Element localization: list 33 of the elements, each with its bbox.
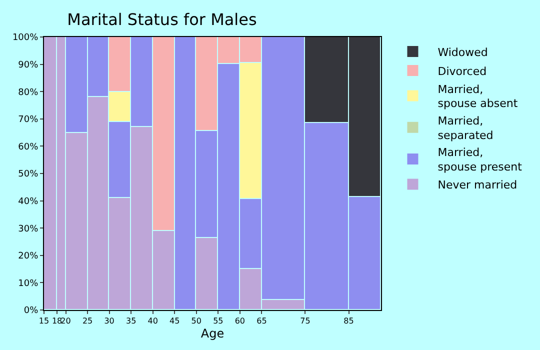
y-tick-label: 40% [18,196,39,207]
legend-label: Divorced [438,64,487,78]
legend-label: Married, separated [438,114,494,142]
y-tick-label: 60% [18,142,39,152]
legend-label: Widowed [438,46,488,59]
x-tick-label: 60 [234,316,246,326]
x-tick-label: 65 [256,316,267,326]
legend-label: Never married [438,178,518,192]
x-tick-label: 15 [38,316,50,326]
y-tick-label: 50% [18,170,39,180]
y-tick-label: 70% [18,115,39,126]
x-tick-label: 85 [344,316,354,326]
y-tick-label: 20% [18,252,39,262]
y-tick-label: 90% [18,60,39,70]
x-tick-label: 75 [300,316,310,326]
x-tick-label: 35 [126,316,136,326]
legend-label: Married, spouse present [438,146,523,174]
x-tick-label: 50 [191,316,202,326]
x-tick-label: 18 [52,316,62,326]
y-tick-label: 30% [18,224,39,234]
x-tick-label: 45 [170,316,180,326]
y-tick-label: 0% [24,306,39,316]
legend-label: Married, spouse absent [438,82,518,110]
x-tick-label: 30 [104,316,114,326]
x-tick-label: 55 [213,316,224,326]
chart-title: Marital Status for Males [67,10,257,30]
y-tick-label: 10% [18,278,39,289]
x-axis-title: Age [200,326,224,340]
x-tick-label: 40 [148,316,158,326]
x-tick-label: 25 [82,316,93,326]
y-tick-label: 100% [12,33,39,44]
y-tick-label: 80% [18,88,39,98]
x-tick-label: 20 [60,316,71,326]
